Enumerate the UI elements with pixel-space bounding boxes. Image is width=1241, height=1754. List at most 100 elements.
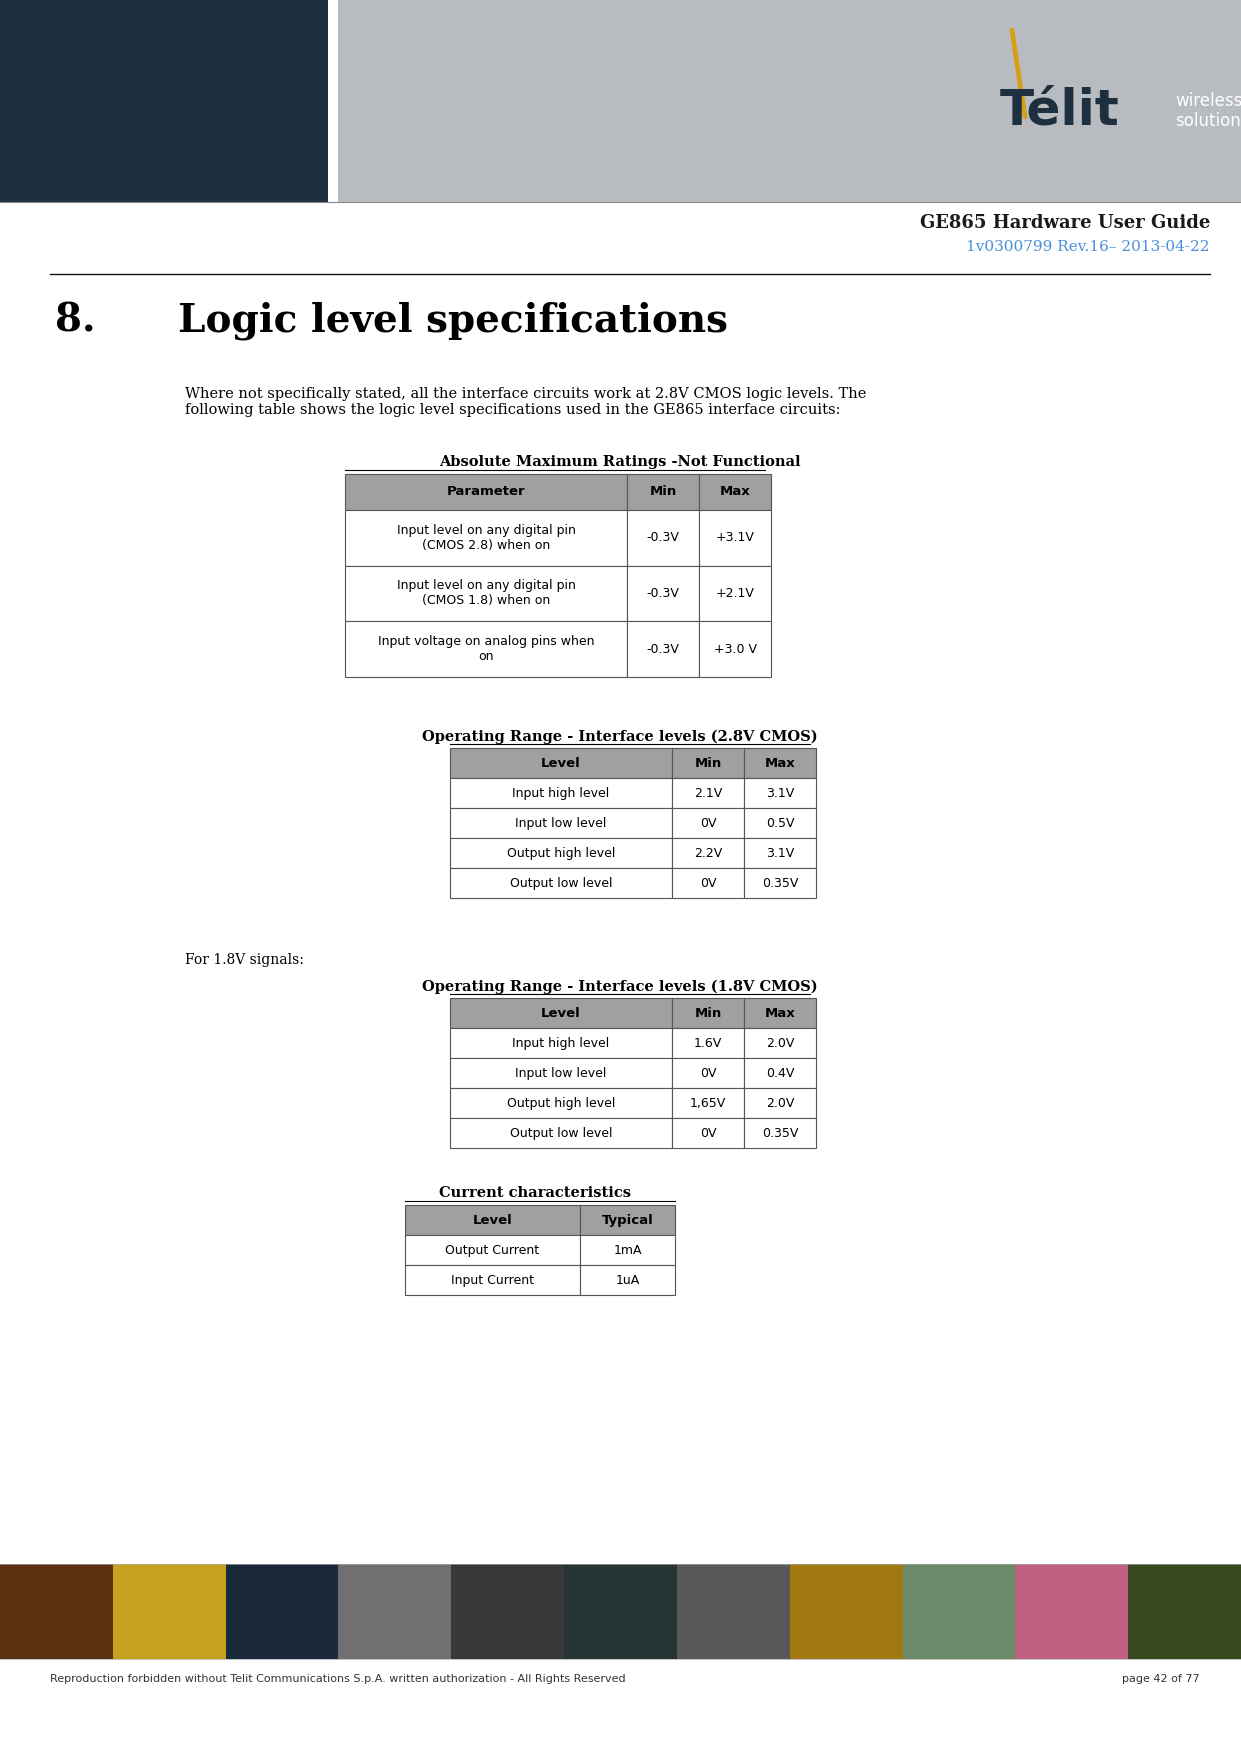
Text: 0V: 0V — [700, 877, 716, 889]
Text: +3.0 V: +3.0 V — [714, 642, 757, 656]
Text: Input high level: Input high level — [513, 786, 609, 800]
Bar — [345, 621, 627, 677]
Bar — [1128, 1565, 1241, 1659]
Text: Input high level: Input high level — [513, 1037, 609, 1049]
Text: Input Current: Input Current — [450, 1273, 534, 1287]
Text: Current characteristics: Current characteristics — [439, 1186, 630, 1200]
Bar — [450, 838, 671, 868]
Bar — [789, 1565, 903, 1659]
Bar — [345, 510, 627, 565]
Text: Max: Max — [764, 1007, 795, 1019]
Text: Level: Level — [473, 1214, 513, 1226]
Text: 1,65V: 1,65V — [690, 1096, 726, 1110]
Text: 0V: 0V — [700, 1126, 716, 1140]
Text: 1uA: 1uA — [616, 1273, 639, 1287]
Bar — [450, 779, 671, 809]
Text: Parameter: Parameter — [447, 486, 525, 498]
Text: 0V: 0V — [700, 817, 716, 830]
Text: -0.3V: -0.3V — [647, 588, 679, 600]
Text: Min: Min — [695, 756, 721, 770]
Text: Max: Max — [720, 486, 751, 498]
Bar — [671, 1087, 745, 1117]
Bar — [745, 838, 817, 868]
Text: Input level on any digital pin
(CMOS 1.8) when on: Input level on any digital pin (CMOS 1.8… — [397, 579, 576, 607]
Bar — [1015, 1565, 1129, 1659]
Text: Typical: Typical — [602, 1214, 653, 1226]
Bar — [627, 621, 699, 677]
Text: GE865 Hardware User Guide: GE865 Hardware User Guide — [920, 214, 1210, 232]
Bar — [405, 1265, 580, 1294]
Bar — [671, 779, 745, 809]
Text: Input low level: Input low level — [515, 817, 607, 830]
Text: Output Current: Output Current — [446, 1244, 540, 1256]
Bar — [627, 510, 699, 565]
Text: For 1.8V signals:: For 1.8V signals: — [185, 952, 304, 966]
Bar — [745, 779, 817, 809]
Text: Level: Level — [541, 1007, 581, 1019]
Bar — [699, 510, 771, 565]
Text: 3.1V: 3.1V — [766, 786, 794, 800]
Text: Output low level: Output low level — [510, 877, 612, 889]
Bar — [565, 1565, 678, 1659]
Bar — [405, 1205, 580, 1235]
Text: -0.3V: -0.3V — [647, 642, 679, 656]
Bar — [0, 1565, 114, 1659]
Bar — [580, 1265, 675, 1294]
Text: 1.6V: 1.6V — [694, 1037, 722, 1049]
Text: Input voltage on analog pins when
on: Input voltage on analog pins when on — [377, 635, 594, 663]
Text: Absolute Maximum Ratings -Not Functional: Absolute Maximum Ratings -Not Functional — [439, 454, 800, 468]
Bar — [671, 868, 745, 898]
Bar — [345, 474, 627, 510]
Bar — [745, 1117, 817, 1149]
Bar — [452, 1565, 565, 1659]
Bar — [671, 809, 745, 838]
Text: 1mA: 1mA — [613, 1244, 642, 1256]
Text: 2.2V: 2.2V — [694, 847, 722, 859]
Bar — [339, 1565, 452, 1659]
Bar — [671, 998, 745, 1028]
Text: 0V: 0V — [700, 1066, 716, 1080]
Bar — [450, 1117, 671, 1149]
Bar — [745, 1087, 817, 1117]
Bar — [627, 474, 699, 510]
Bar — [902, 1565, 1016, 1659]
Text: Output low level: Output low level — [510, 1126, 612, 1140]
Text: Output high level: Output high level — [506, 1096, 616, 1110]
Text: 2.1V: 2.1V — [694, 786, 722, 800]
Bar — [671, 1117, 745, 1149]
Text: 1v0300799 Rev.16– 2013-04-22: 1v0300799 Rev.16– 2013-04-22 — [967, 240, 1210, 254]
Text: Logic level specifications: Logic level specifications — [177, 302, 728, 340]
Text: page 42 of 77: page 42 of 77 — [1122, 1673, 1200, 1684]
Text: Where not specifically stated, all the interface circuits work at 2.8V CMOS logi: Where not specifically stated, all the i… — [185, 386, 866, 417]
Text: 0.35V: 0.35V — [762, 1126, 798, 1140]
Bar — [745, 998, 817, 1028]
Bar — [226, 1565, 340, 1659]
Bar — [450, 998, 671, 1028]
Bar — [580, 1205, 675, 1235]
Bar — [699, 565, 771, 621]
Bar — [0, 0, 328, 202]
Bar — [450, 868, 671, 898]
Bar — [671, 1058, 745, 1087]
Text: Télit: Télit — [1000, 88, 1119, 135]
Text: 8.: 8. — [55, 302, 96, 340]
Text: Min: Min — [695, 1007, 721, 1019]
Text: +3.1V: +3.1V — [716, 531, 755, 544]
Text: Operating Range - Interface levels (1.8V CMOS): Operating Range - Interface levels (1.8V… — [422, 979, 818, 993]
Text: Output high level: Output high level — [506, 847, 616, 859]
Text: Reproduction forbidden without Telit Communications S.p.A. written authorization: Reproduction forbidden without Telit Com… — [50, 1673, 625, 1684]
Bar — [580, 1235, 675, 1265]
Text: 0.35V: 0.35V — [762, 877, 798, 889]
Bar — [450, 1087, 671, 1117]
Text: Min: Min — [649, 486, 676, 498]
Bar — [745, 749, 817, 779]
Bar — [113, 1565, 227, 1659]
Bar — [450, 809, 671, 838]
Bar — [345, 565, 627, 621]
Text: Operating Range - Interface levels (2.8V CMOS): Operating Range - Interface levels (2.8V… — [422, 730, 818, 744]
Bar — [450, 1028, 671, 1058]
Bar — [450, 1058, 671, 1087]
Text: Level: Level — [541, 756, 581, 770]
Bar — [338, 0, 1241, 202]
Text: Input low level: Input low level — [515, 1066, 607, 1080]
